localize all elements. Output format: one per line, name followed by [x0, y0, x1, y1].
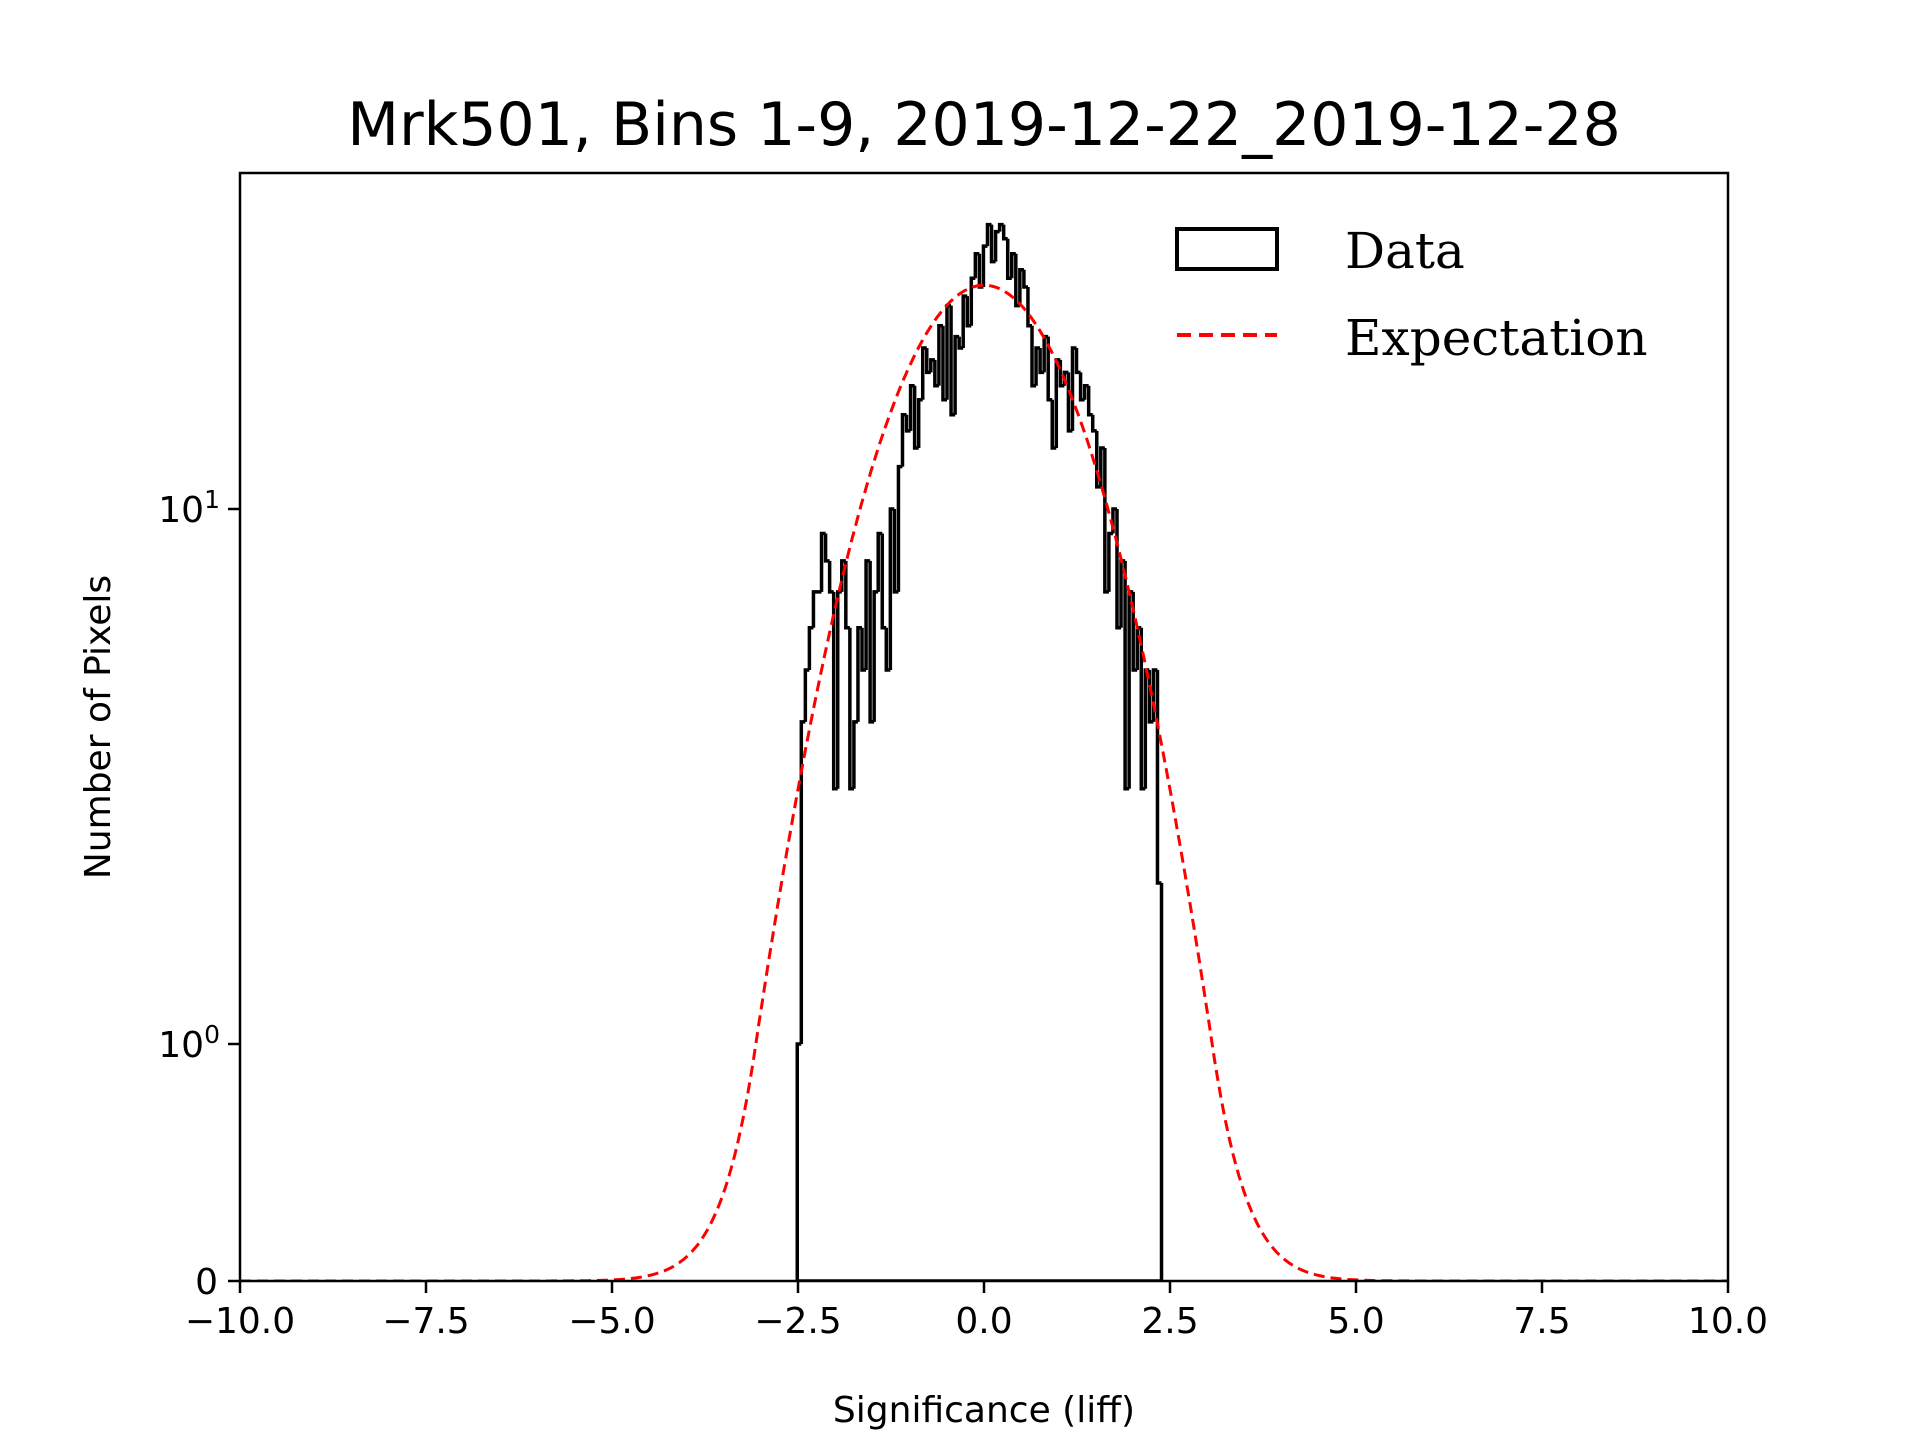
- histogram-bin: [876, 531, 883, 592]
- chart-title: Mrk501, Bins 1-9, 2019-12-22_2019-12-28: [347, 90, 1621, 160]
- x-tick-label: −2.5: [754, 1301, 841, 1342]
- histogram-bin: [1018, 268, 1024, 306]
- y-tick-label: 0: [195, 1262, 218, 1303]
- histogram-bin: [856, 625, 863, 722]
- x-tick-label: −5.0: [568, 1301, 655, 1342]
- plot-area: [240, 222, 1728, 1281]
- x-tick-label: 10.0: [1688, 1301, 1768, 1342]
- x-tick-label: 7.5: [1513, 1301, 1570, 1342]
- legend: Data Expectation: [1175, 222, 1648, 367]
- y-axis-label: Number of Pixels: [78, 575, 119, 879]
- histogram-bin: [1078, 372, 1085, 402]
- histogram-bin: [1086, 385, 1093, 417]
- y-axis: 0 100 101: [158, 485, 240, 1303]
- histogram-bin: [1074, 347, 1081, 375]
- histogram-bin: [799, 720, 806, 1044]
- histogram-bin: [811, 590, 818, 628]
- x-axis-label: Significance (liff): [833, 1390, 1135, 1431]
- legend-data-swatch: [1175, 227, 1279, 271]
- histogram-bin: [819, 531, 826, 592]
- data-histogram: [795, 222, 1164, 1281]
- histogram-bin: [961, 294, 968, 348]
- histogram-bin: [933, 359, 939, 388]
- histogram-bin: [880, 533, 887, 630]
- x-tick-label: 2.5: [1141, 1301, 1198, 1342]
- histogram-bin: [1010, 251, 1016, 279]
- histogram-bin: [1095, 430, 1101, 489]
- histogram-bin: [852, 720, 858, 789]
- legend-label-data: Data: [1345, 222, 1465, 280]
- x-tick-label: −7.5: [382, 1301, 469, 1342]
- histogram-bin: [973, 251, 980, 279]
- histogram-bin: [965, 296, 972, 328]
- legend-label-expectation: Expectation: [1345, 309, 1648, 367]
- histogram-bin: [916, 398, 923, 449]
- y-tick-label: 101: [158, 485, 220, 531]
- x-tick-label: −10.0: [185, 1301, 295, 1342]
- histogram-bin: [957, 336, 964, 350]
- histogram-bin: [904, 414, 911, 433]
- histogram-bin: [941, 325, 948, 402]
- histogram-bin: [1030, 325, 1037, 388]
- histogram-bin: [900, 413, 907, 467]
- x-tick-label: 0.0: [955, 1301, 1012, 1342]
- y-tick-label: 100: [158, 1020, 220, 1066]
- histogram-bin: [844, 560, 850, 630]
- histogram-bin: [868, 560, 875, 724]
- x-tick-label: 5.0: [1327, 1301, 1384, 1342]
- histogram-bin: [872, 590, 879, 722]
- histogram-bin: [1099, 446, 1105, 487]
- histogram-bin: [1022, 269, 1028, 289]
- histogram-bin: [1014, 253, 1020, 308]
- histogram-bin: [892, 509, 899, 594]
- x-axis: −10.0 −7.5 −5.0 −2.5 0.0 2.5 5.0 7.5 10.0: [185, 1281, 1768, 1342]
